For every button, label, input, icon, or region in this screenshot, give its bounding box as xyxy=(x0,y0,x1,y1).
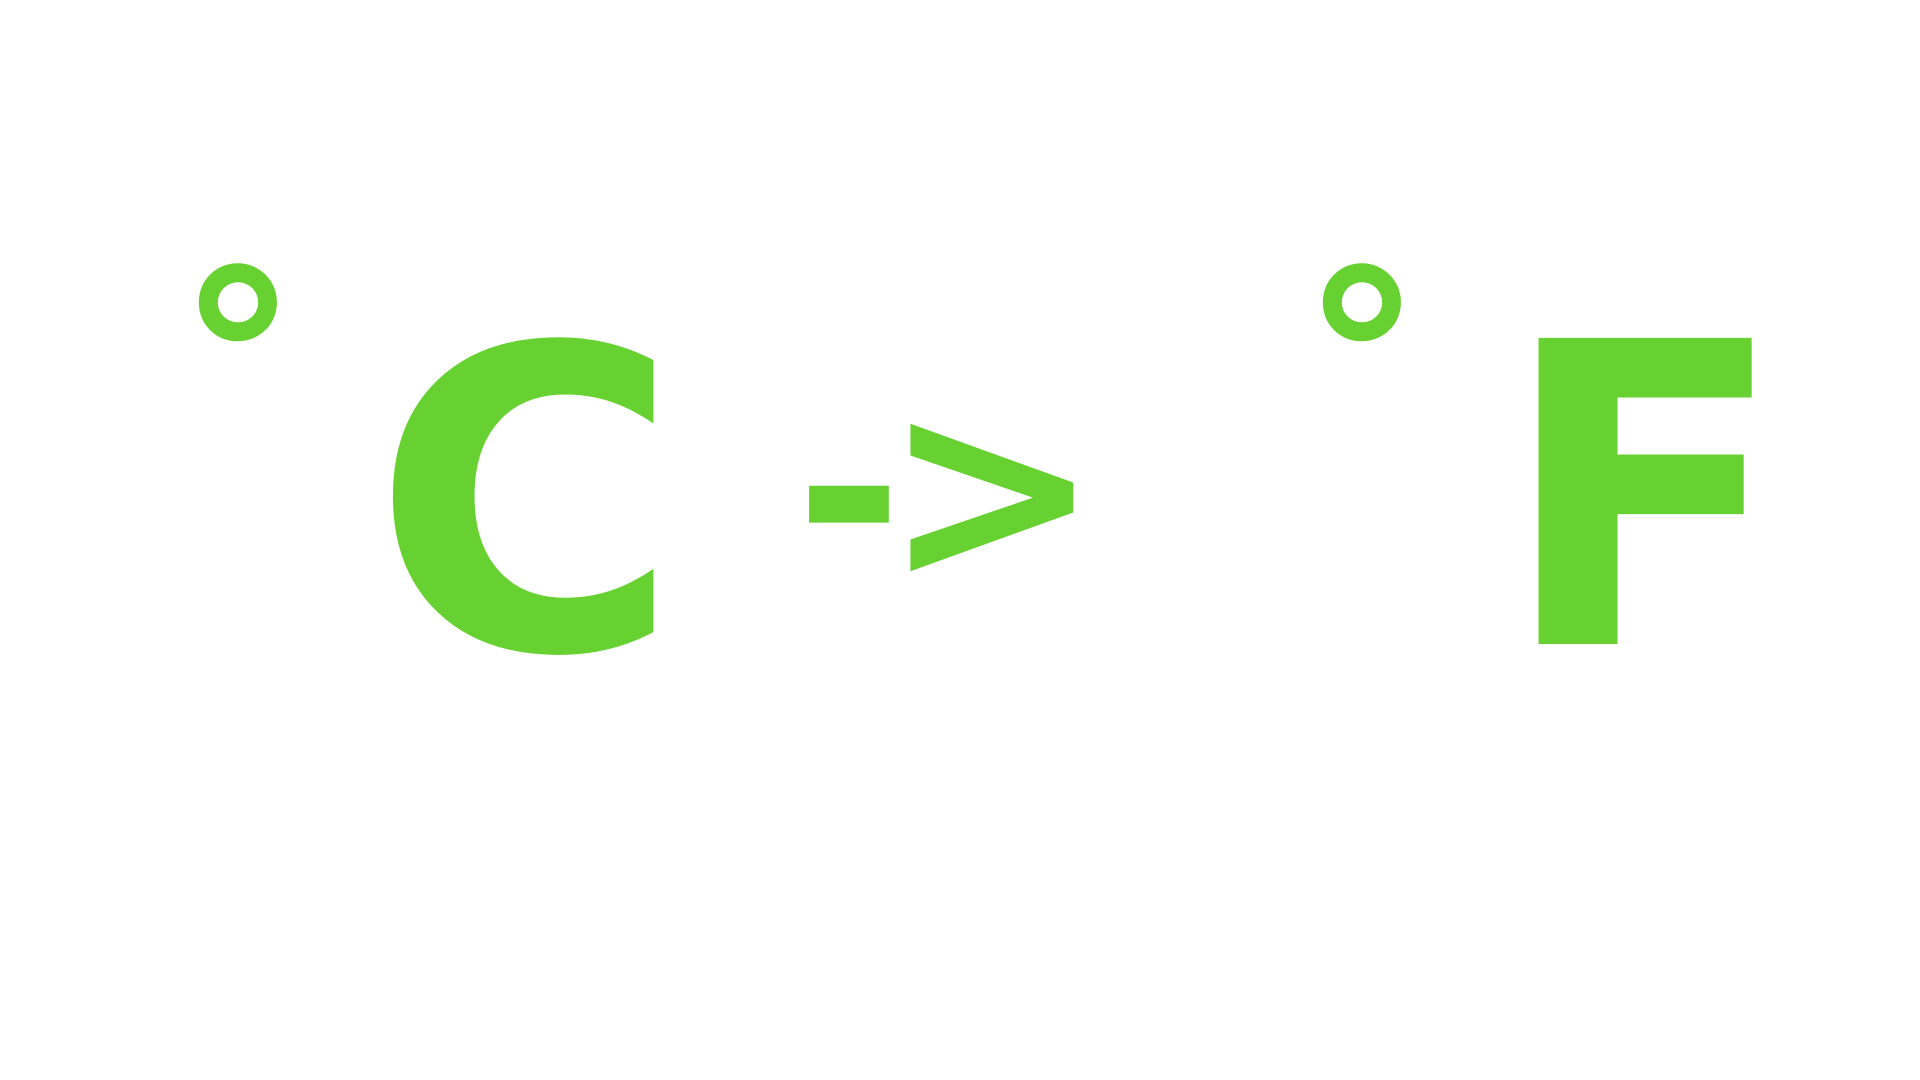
celsius-unit-letter: C xyxy=(372,260,681,749)
fahrenheit-degree-symbol: ° xyxy=(1302,220,1422,500)
conversion-arrow: -> xyxy=(795,339,1101,641)
celsius-degree-symbol: ° xyxy=(178,220,298,500)
fahrenheit-unit-letter: F xyxy=(1500,255,1787,744)
